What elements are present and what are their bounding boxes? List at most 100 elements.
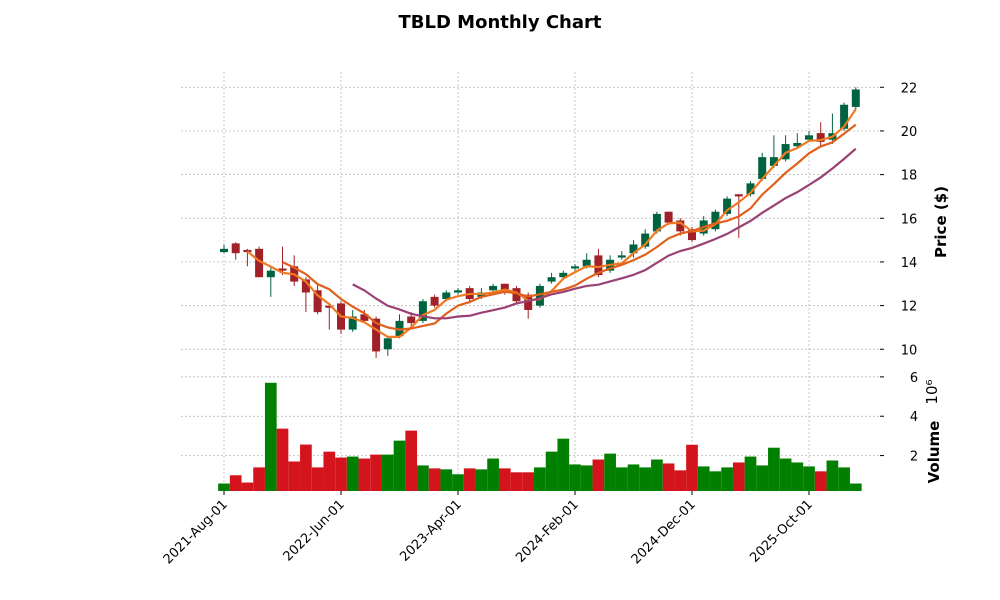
volume-bar: [662, 463, 675, 491]
x-tick-label: 2022-Jun-01: [281, 497, 348, 564]
candle-body: [629, 244, 638, 254]
moving-average: [282, 123, 857, 331]
candle-body: [360, 314, 369, 321]
candle-body: [512, 288, 521, 302]
candle-body: [220, 248, 228, 253]
volume-bar: [791, 462, 804, 491]
volume-bar: [241, 482, 254, 491]
volume-bar: [358, 458, 371, 491]
volume-bar: [814, 471, 827, 491]
volume-bar: [768, 447, 780, 491]
y-tick-label: 2: [910, 450, 918, 465]
y-tick-label: 20: [901, 125, 918, 140]
volume-bar: [826, 460, 839, 491]
candle-body: [325, 305, 334, 308]
volume-bar: [276, 428, 289, 491]
x-tick-label: 2024-Dec-01: [629, 497, 699, 567]
candle-body: [805, 135, 813, 140]
chart-title: TBLD Monthly Chart: [398, 12, 601, 33]
candle-body: [547, 277, 556, 282]
volume-bar: [370, 454, 382, 491]
y-tick-label: 4: [910, 410, 918, 425]
volume-bar: [849, 483, 862, 491]
volume-bar: [288, 461, 301, 491]
volume-bar: [463, 468, 476, 491]
volume-bar: [253, 467, 265, 491]
candle-body: [793, 142, 802, 147]
volume-bar: [346, 456, 359, 491]
volume-bar: [510, 472, 523, 491]
volume-bar: [674, 470, 687, 491]
volume-bar: [229, 475, 242, 491]
volume-bar: [218, 483, 230, 491]
candle-body: [500, 283, 509, 291]
volume-bar: [428, 468, 441, 491]
candle-body: [734, 194, 743, 197]
volume-bar: [639, 467, 652, 491]
x-tick-label: 2023-Apr-01: [397, 497, 464, 564]
candle-body: [571, 266, 579, 269]
candle-body: [840, 104, 849, 129]
candle-body: [582, 259, 591, 267]
candle-body: [301, 279, 310, 293]
candle-body: [231, 243, 240, 254]
candle-body: [313, 290, 322, 313]
volume-bar: [803, 466, 815, 491]
volume-bar: [592, 459, 605, 491]
candle-body: [723, 198, 732, 214]
volume-bar: [744, 456, 757, 491]
candle-body: [816, 133, 825, 142]
candle-body: [442, 292, 451, 300]
candle-body: [769, 157, 778, 166]
volume-bar: [487, 458, 499, 491]
candle-body: [535, 285, 544, 306]
candle-body: [243, 249, 252, 253]
volume-bar: [393, 440, 406, 491]
candle-body: [758, 157, 767, 179]
candle-body: [676, 220, 685, 232]
volume-bar: [756, 465, 769, 491]
y-tick-label: 6: [910, 371, 918, 386]
volume-bar: [651, 459, 663, 491]
candle-body: [407, 316, 416, 324]
volume-bar: [498, 468, 511, 491]
volume-bar: [569, 464, 581, 491]
candle-body: [851, 89, 860, 107]
volume-bar: [732, 462, 745, 491]
candle-body: [489, 285, 498, 291]
moving-average: [352, 147, 857, 320]
volume-bar: [697, 466, 710, 491]
volume-bar: [417, 465, 429, 491]
y-tick-label: 10: [901, 343, 918, 358]
volume-bar: [522, 472, 535, 491]
volume-bar: [323, 451, 336, 491]
volume-bar: [615, 467, 628, 491]
y-tick-label: 14: [901, 256, 918, 271]
volume-bar: [440, 469, 453, 491]
candle-body: [372, 318, 381, 352]
volume-bar: [311, 467, 324, 491]
volume-bar: [779, 458, 792, 491]
y-axis-label: Price ($): [932, 186, 950, 258]
volume-bar: [686, 444, 698, 491]
candle-body: [278, 268, 287, 271]
x-tick-label: 2021-Aug-01: [161, 497, 231, 567]
volume-bar: [580, 465, 593, 491]
volume-bar: [300, 444, 312, 491]
candle-body: [641, 233, 650, 247]
candle-body: [348, 316, 357, 330]
candle-body: [664, 211, 673, 223]
x-tick-label: 2024-Feb-01: [513, 497, 582, 566]
candle-body: [524, 294, 533, 310]
candle-body: [255, 248, 264, 278]
candle-body: [746, 183, 755, 195]
candle-body: [711, 211, 720, 230]
y-axis-label: Volume: [925, 421, 943, 484]
candle-body: [266, 270, 275, 278]
volume-bar: [452, 474, 464, 491]
candle-body: [383, 338, 392, 350]
volume-bar: [534, 467, 546, 491]
x-tick-label: 2025-Oct-01: [747, 497, 815, 565]
volume-bar: [627, 464, 640, 491]
candle-body: [559, 272, 568, 278]
